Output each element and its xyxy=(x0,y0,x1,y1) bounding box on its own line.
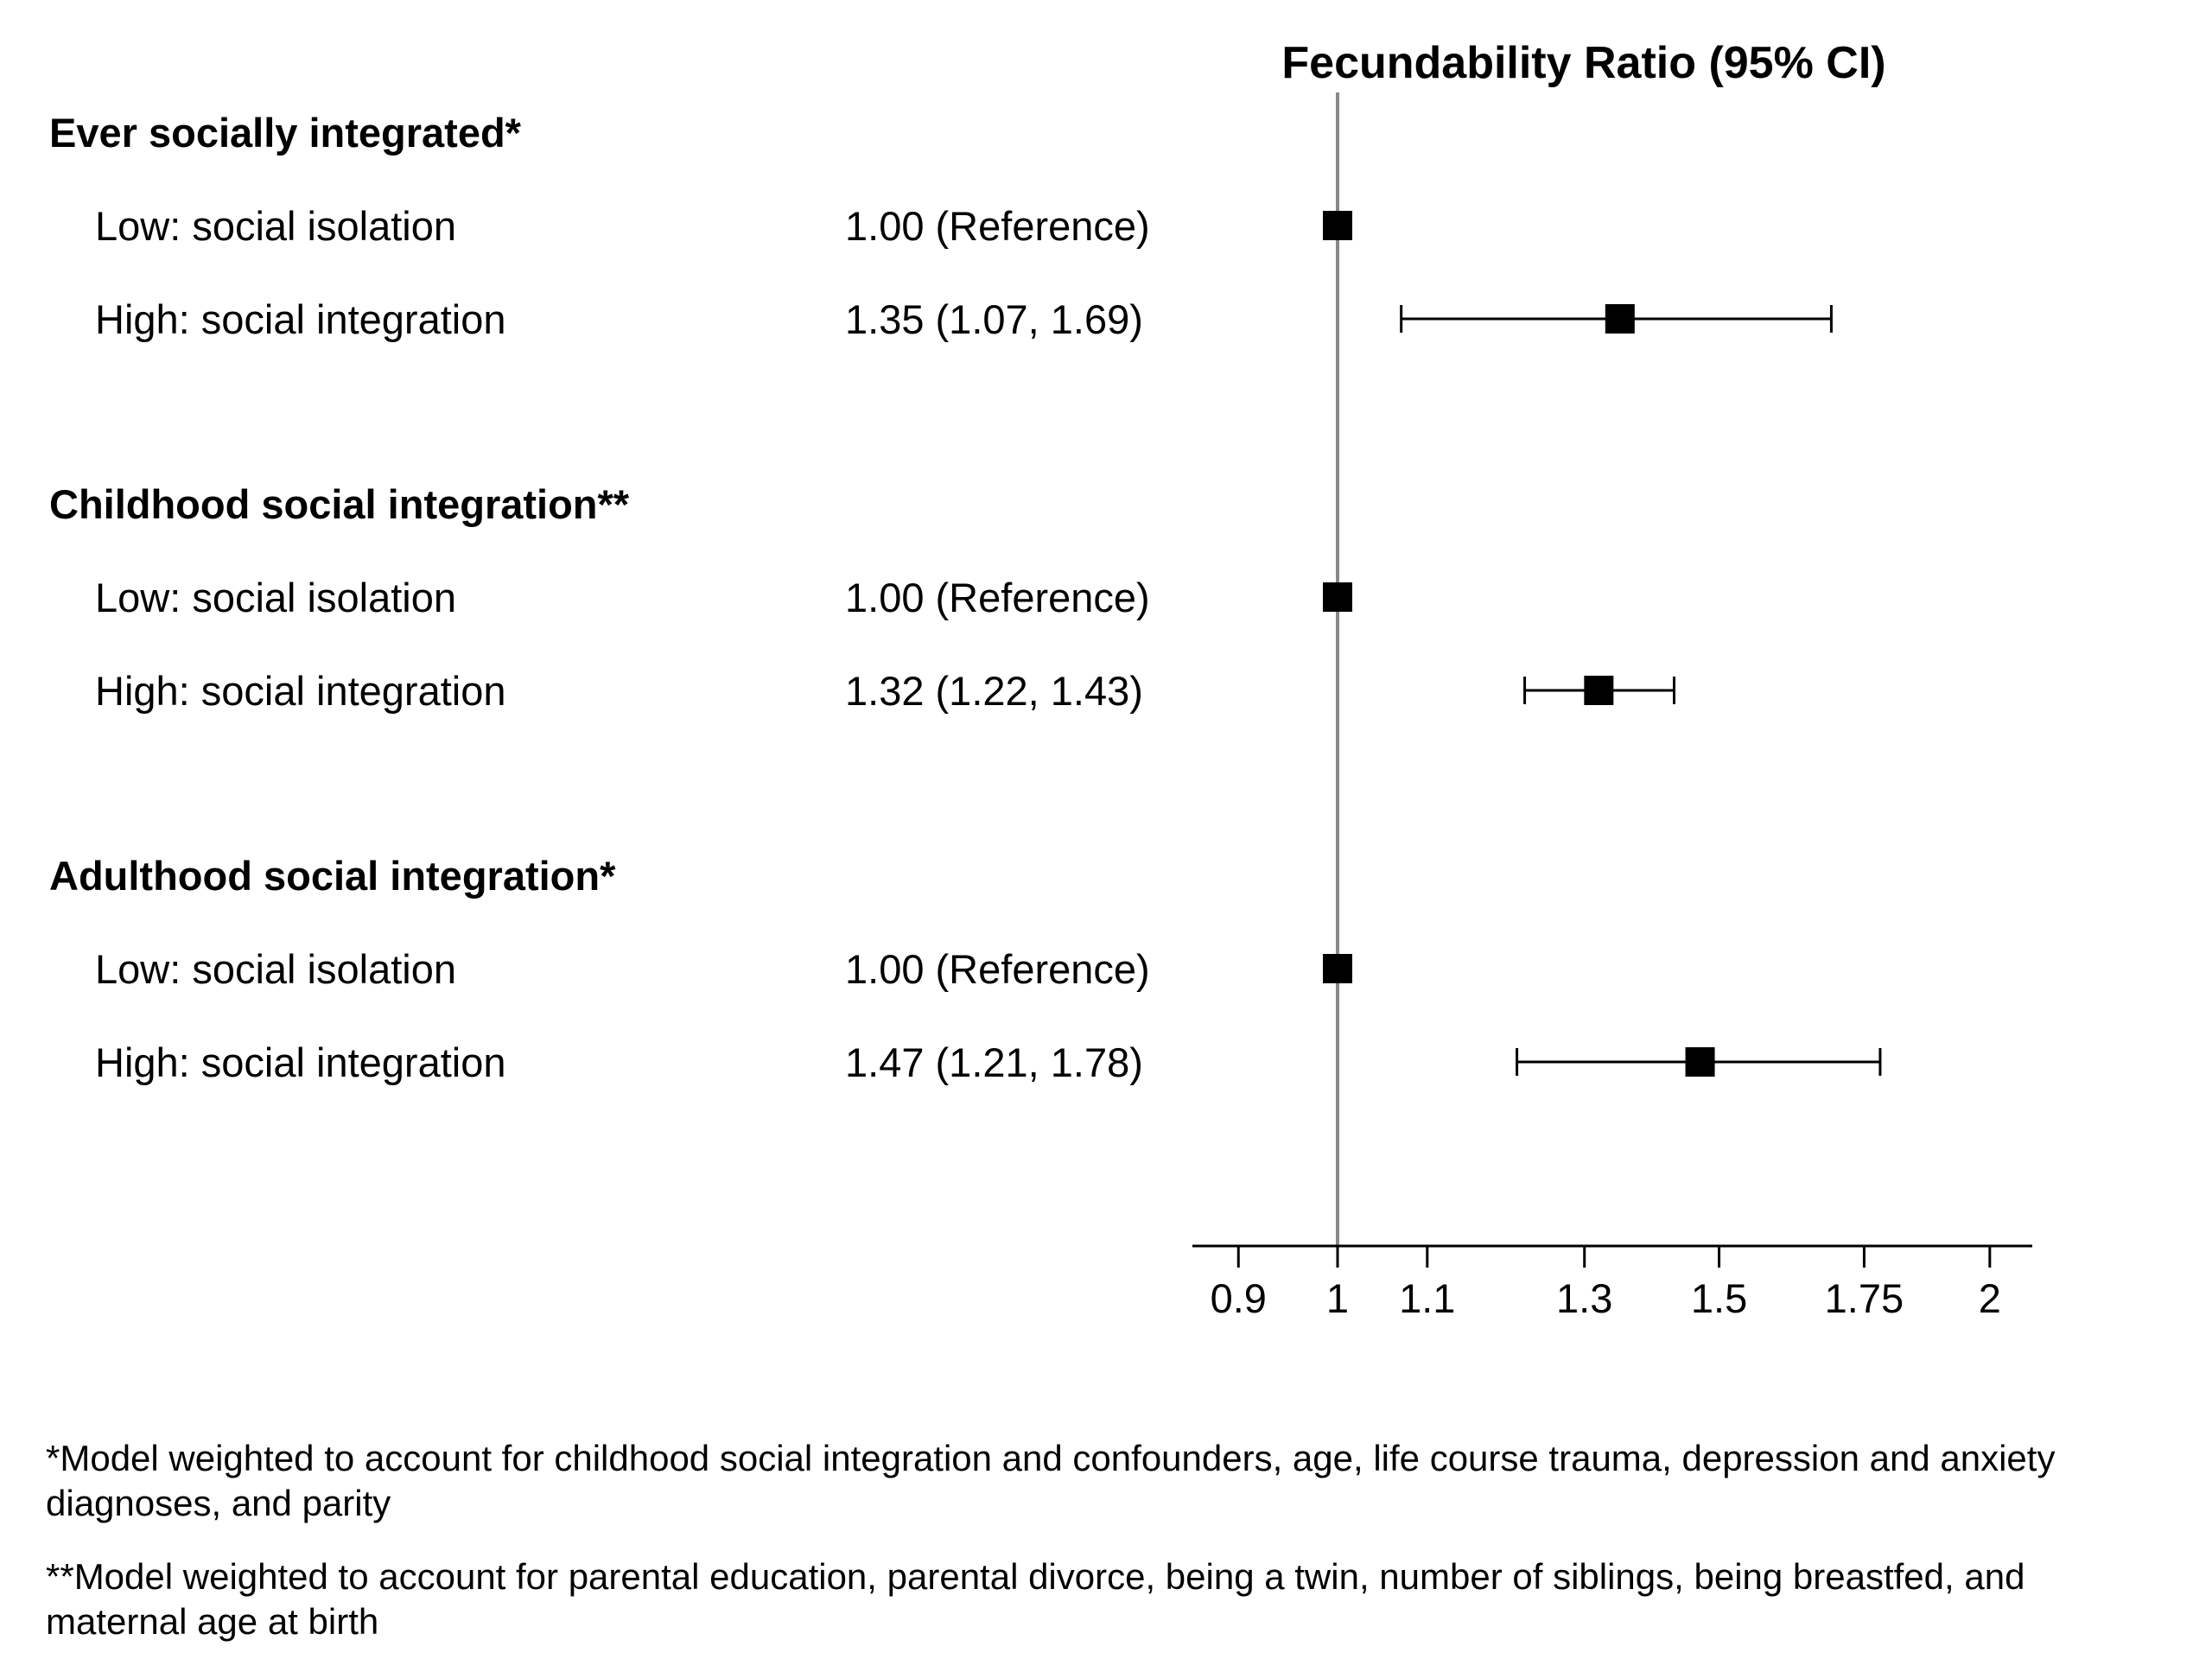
point-estimate-marker xyxy=(1584,676,1614,705)
x-tick-label: 2 xyxy=(1979,1275,2001,1321)
x-axis: 0.9 1 1.1 1.3 1.5 1.75 2 xyxy=(1192,1244,2032,1321)
forest-plot: Fecundability Ratio (95% CI) Ever social… xyxy=(49,38,2032,1321)
group-label: Ever socially integrated* xyxy=(49,110,522,156)
x-tick-label: 1.1 xyxy=(1399,1275,1455,1321)
x-tick-label: 1.5 xyxy=(1691,1275,1747,1321)
estimate-text: 1.00 (Reference) xyxy=(845,575,1150,620)
row-label: Low: social isolation xyxy=(95,946,456,992)
row-label: High: social integration xyxy=(95,296,506,342)
point-estimate-marker xyxy=(1605,304,1635,334)
row-label: High: social integration xyxy=(95,668,506,714)
point-estimate-marker xyxy=(1323,954,1352,983)
footnote-2: **Model weighted to account for parental… xyxy=(46,1556,2025,1642)
x-tick-label: 1.75 xyxy=(1825,1275,1904,1321)
point-estimate-marker xyxy=(1685,1047,1715,1077)
chart-title: Fecundability Ratio (95% CI) xyxy=(1281,38,1885,88)
point-estimate-marker xyxy=(1323,211,1352,240)
plot-marks xyxy=(1323,92,1882,1246)
footnote-1: *Model weighted to account for childhood… xyxy=(46,1438,2056,1523)
row-label: Low: social isolation xyxy=(95,203,456,249)
point-estimate-marker xyxy=(1323,582,1352,612)
x-tick-label: 1 xyxy=(1326,1275,1349,1321)
row-labels: Ever socially integrated* Low: social iso… xyxy=(49,110,1150,1085)
estimate-text: 1.47 (1.21, 1.78) xyxy=(845,1039,1143,1085)
x-tick-label: 1.3 xyxy=(1556,1275,1612,1321)
group-label: Adulthood social integration* xyxy=(49,853,616,899)
estimate-text: 1.00 (Reference) xyxy=(845,203,1150,249)
row-label: Low: social isolation xyxy=(95,575,456,620)
estimate-text: 1.32 (1.22, 1.43) xyxy=(845,668,1143,714)
estimate-text: 1.00 (Reference) xyxy=(845,946,1150,992)
estimate-text: 1.35 (1.07, 1.69) xyxy=(845,296,1143,342)
row-label: High: social integration xyxy=(95,1039,506,1085)
x-tick-label: 0.9 xyxy=(1211,1275,1267,1321)
group-label: Childhood social integration** xyxy=(49,481,630,527)
